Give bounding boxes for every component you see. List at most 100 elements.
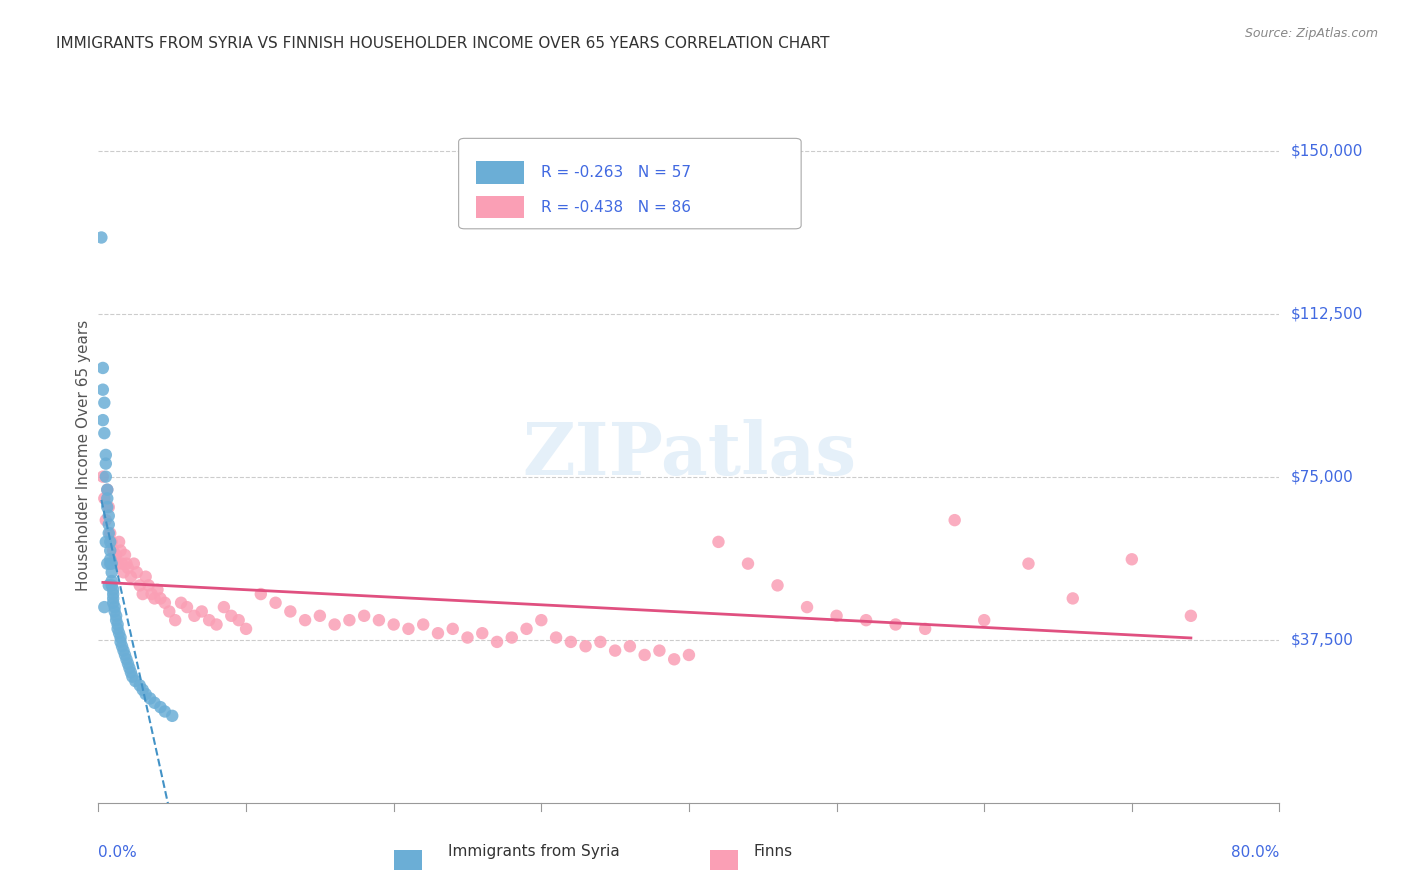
Finns [574, 639, 596, 653]
Finns [108, 535, 131, 549]
Immigrants from Syria [104, 605, 127, 619]
Text: 0.0%: 0.0% [98, 845, 138, 860]
Immigrants from Syria [94, 457, 117, 471]
Immigrants from Syria [100, 578, 122, 592]
Finns [382, 617, 405, 632]
Finns [94, 513, 117, 527]
Finns [486, 635, 509, 649]
Finns [337, 613, 360, 627]
Finns [104, 552, 127, 566]
Finns [605, 643, 627, 657]
Finns [294, 613, 316, 627]
Immigrants from Syria [94, 535, 117, 549]
Finns [198, 613, 221, 627]
Immigrants from Syria [97, 578, 120, 592]
Text: Finns: Finns [754, 845, 793, 859]
Finns [884, 617, 907, 632]
Finns [678, 648, 700, 662]
Finns [515, 622, 537, 636]
Immigrants from Syria [100, 566, 122, 580]
Finns [544, 631, 567, 645]
Immigrants from Syria [105, 613, 128, 627]
Finns [560, 635, 582, 649]
Immigrants from Syria [110, 631, 132, 645]
Immigrants from Syria [124, 674, 146, 689]
Finns [1062, 591, 1084, 606]
Finns [1121, 552, 1143, 566]
Finns [855, 613, 877, 627]
Immigrants from Syria [112, 643, 135, 657]
Immigrants from Syria [111, 639, 134, 653]
Immigrants from Syria [91, 361, 114, 376]
Immigrants from Syria [98, 557, 121, 571]
Immigrants from Syria [103, 582, 125, 597]
Finns [633, 648, 655, 662]
Text: $150,000: $150,000 [1291, 143, 1362, 158]
Text: R = -0.263   N = 57: R = -0.263 N = 57 [541, 165, 692, 180]
Immigrants from Syria [97, 508, 120, 523]
Finns [973, 613, 995, 627]
Text: IMMIGRANTS FROM SYRIA VS FINNISH HOUSEHOLDER INCOME OVER 65 YEARS CORRELATION CH: IMMIGRANTS FROM SYRIA VS FINNISH HOUSEHO… [56, 36, 830, 51]
Text: Source: ZipAtlas.com: Source: ZipAtlas.com [1244, 27, 1378, 40]
Immigrants from Syria [103, 587, 125, 601]
Immigrants from Syria [91, 383, 114, 397]
Immigrants from Syria [93, 600, 115, 615]
Finns [796, 600, 818, 615]
Finns [278, 605, 302, 619]
Immigrants from Syria [98, 535, 121, 549]
Finns [212, 600, 235, 615]
FancyBboxPatch shape [477, 161, 523, 184]
Finns [170, 596, 193, 610]
Finns [111, 557, 134, 571]
Immigrants from Syria [143, 696, 166, 710]
Immigrants from Syria [98, 543, 121, 558]
Immigrants from Syria [132, 682, 155, 697]
Immigrants from Syria [104, 600, 127, 615]
Finns [112, 566, 135, 580]
Immigrants from Syria [93, 426, 115, 441]
Finns [97, 500, 120, 514]
Immigrants from Syria [100, 557, 122, 571]
Finns [176, 600, 198, 615]
Immigrants from Syria [121, 670, 143, 684]
Finns [143, 591, 166, 606]
Immigrants from Syria [139, 691, 162, 706]
Finns [117, 561, 139, 575]
Finns [146, 582, 169, 597]
Text: R = -0.438   N = 86: R = -0.438 N = 86 [541, 200, 692, 215]
Finns [165, 613, 187, 627]
Finns [1180, 608, 1202, 623]
Finns [149, 591, 172, 606]
Finns [501, 631, 523, 645]
Finns [471, 626, 494, 640]
Immigrants from Syria [103, 596, 125, 610]
Immigrants from Syria [103, 591, 125, 606]
Finns [141, 587, 163, 601]
Immigrants from Syria [120, 665, 142, 680]
Text: Immigrants from Syria: Immigrants from Syria [449, 845, 620, 859]
Immigrants from Syria [96, 500, 118, 514]
Finns [441, 622, 464, 636]
Text: ZIPatlas: ZIPatlas [522, 419, 856, 491]
Immigrants from Syria [110, 635, 132, 649]
Finns [309, 608, 332, 623]
Text: $75,000: $75,000 [1291, 469, 1354, 484]
Finns [105, 548, 128, 562]
Finns [235, 622, 257, 636]
Immigrants from Syria [107, 617, 129, 632]
Finns [707, 535, 730, 549]
Finns [825, 608, 848, 623]
Immigrants from Syria [162, 708, 183, 723]
Finns [619, 639, 641, 653]
Finns [648, 643, 671, 657]
FancyBboxPatch shape [458, 138, 801, 228]
Finns [96, 483, 118, 497]
Immigrants from Syria [105, 608, 128, 623]
Finns [943, 513, 966, 527]
Text: $37,500: $37,500 [1291, 632, 1354, 648]
Immigrants from Syria [94, 469, 117, 483]
Finns [128, 578, 150, 592]
Y-axis label: Householder Income Over 65 years: Householder Income Over 65 years [76, 319, 91, 591]
Finns [183, 608, 205, 623]
Finns [135, 570, 157, 584]
